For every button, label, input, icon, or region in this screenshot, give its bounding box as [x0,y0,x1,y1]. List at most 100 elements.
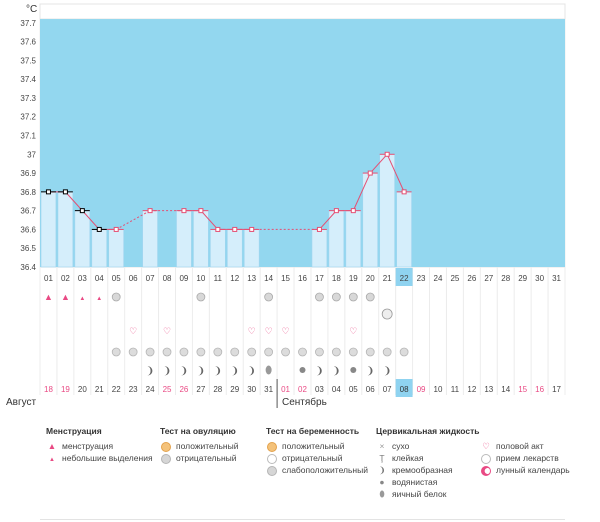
date-label: 20 [78,385,87,394]
day-bar [328,210,345,268]
y-tick-label: 36.6 [20,225,36,234]
y-axis: 37.7 37.6 37.5 37.4 37.3 37.2 37.1 37 36.9 36.8 36… [20,19,36,272]
creamy-icon: ❩ [332,366,340,377]
creamy-icon: ❩ [247,366,255,377]
data-point [113,226,119,232]
creamy-icon: ❩ [366,366,374,377]
pill-icon [382,347,392,357]
date-label: 23 [129,385,138,394]
watery-icon: ● [379,477,385,487]
x-tick-label: 11 [214,274,223,283]
highlight-top-cell [395,268,413,286]
creamy-icon: ❩ [378,465,386,475]
temperature-series [41,151,412,232]
date-label: 02 [298,385,307,394]
creamy-icon: ❩ [315,366,323,377]
series-segment [386,154,405,193]
legend-item: отрицательный [160,452,238,464]
menstruation-drop-icon: ▲ [96,296,102,302]
ovulation-negative-icon [315,292,324,302]
y-tick-label: 37 [27,150,36,159]
pill-icon [145,347,155,357]
x-tick-label: 23 [417,274,426,283]
date-label: 10 [434,385,443,394]
date-label: 12 [467,385,476,394]
legend-item: отрицательный [266,452,368,464]
ovulation-negative-icon [331,292,341,302]
ovulation-negative-icon [111,292,121,302]
x-tick-label: 01 [44,274,53,283]
pill-icon [399,347,409,357]
y-tick-label: 37.5 [20,56,36,65]
day-bar [210,229,226,268]
data-point [96,226,102,232]
pill-icon [247,347,257,357]
date-label: 31 [264,385,273,394]
menstruation-drop-icon: ▲ [79,296,85,302]
pill-icon [196,347,206,357]
data-point [350,208,356,214]
heart-icon: ♡ [248,326,256,336]
data-point [316,226,322,232]
date-label: 04 [332,385,341,394]
legend-item: лунный календарь [480,464,570,476]
watery-icon [350,367,357,373]
date-label: 07 [383,385,392,394]
creamy-icon: ❩ [180,366,188,377]
creamy-icon: ❩ [383,366,391,377]
date-label: 03 [315,385,324,394]
pill-icon [315,347,324,357]
x-tick-label: 31 [552,274,561,283]
date-label: 25 [163,385,172,394]
x-tick-label: 26 [467,274,476,283]
bottom-divider [40,519,565,520]
legend-title: Тест на беременность [266,426,360,436]
x-tick-label: 25 [450,274,459,283]
ovulation-negative-icon [264,292,274,302]
series-segment [81,210,100,230]
date-label: 15 [518,385,527,394]
x-tick-label: 17 [315,274,324,283]
day-bar [362,172,379,268]
legend-item: ▲ менструация [46,440,153,452]
date-label: 14 [501,385,510,394]
legend-item: положительный [266,440,368,452]
pill-icon [179,347,189,357]
date-label: 22 [112,385,121,394]
month-label-right: Сентябрь [282,397,327,408]
legend-menstruation: Менструация ▲ менструация ▲ небольшие выде… [46,426,153,464]
y-tick-label: 36.5 [20,244,36,253]
date-label: 21 [95,385,104,394]
pill-icon [264,347,274,357]
x-tick-label: 18 [332,274,341,283]
x-tick-label: 10 [196,274,205,283]
date-label: 19 [61,385,70,394]
pregnancy-weak-icon [266,464,278,476]
x-tick-label: 16 [298,274,307,283]
legend-item: положительный [160,440,238,452]
day-bar [379,153,395,268]
creamy-icon: ❩ [146,366,154,377]
legend-label: кремообразная [392,465,453,475]
moon-icon [480,464,492,476]
legend-label: отрицательный [282,453,343,463]
date-label: 09 [417,385,426,394]
date-label: 16 [535,385,544,394]
dry-icon: × [379,441,385,451]
y-tick-label: 37.4 [20,75,36,84]
day-bar [57,191,74,268]
date-label: 24 [146,385,155,394]
x-tick-label: 13 [247,274,256,283]
legend-label: отрицательный [176,453,237,463]
data-point [384,151,390,157]
y-tick-label: 36.9 [20,169,36,178]
data-point [45,189,51,195]
legend-label: клейкая [392,453,424,463]
heart-icon: ♡ [482,441,490,451]
pregnancy-positive-icon [266,440,278,452]
sticky-icon: Ţ [379,453,385,463]
data-point [333,208,339,214]
y-tick-label: 37.2 [20,113,36,122]
day-bar [226,229,243,268]
